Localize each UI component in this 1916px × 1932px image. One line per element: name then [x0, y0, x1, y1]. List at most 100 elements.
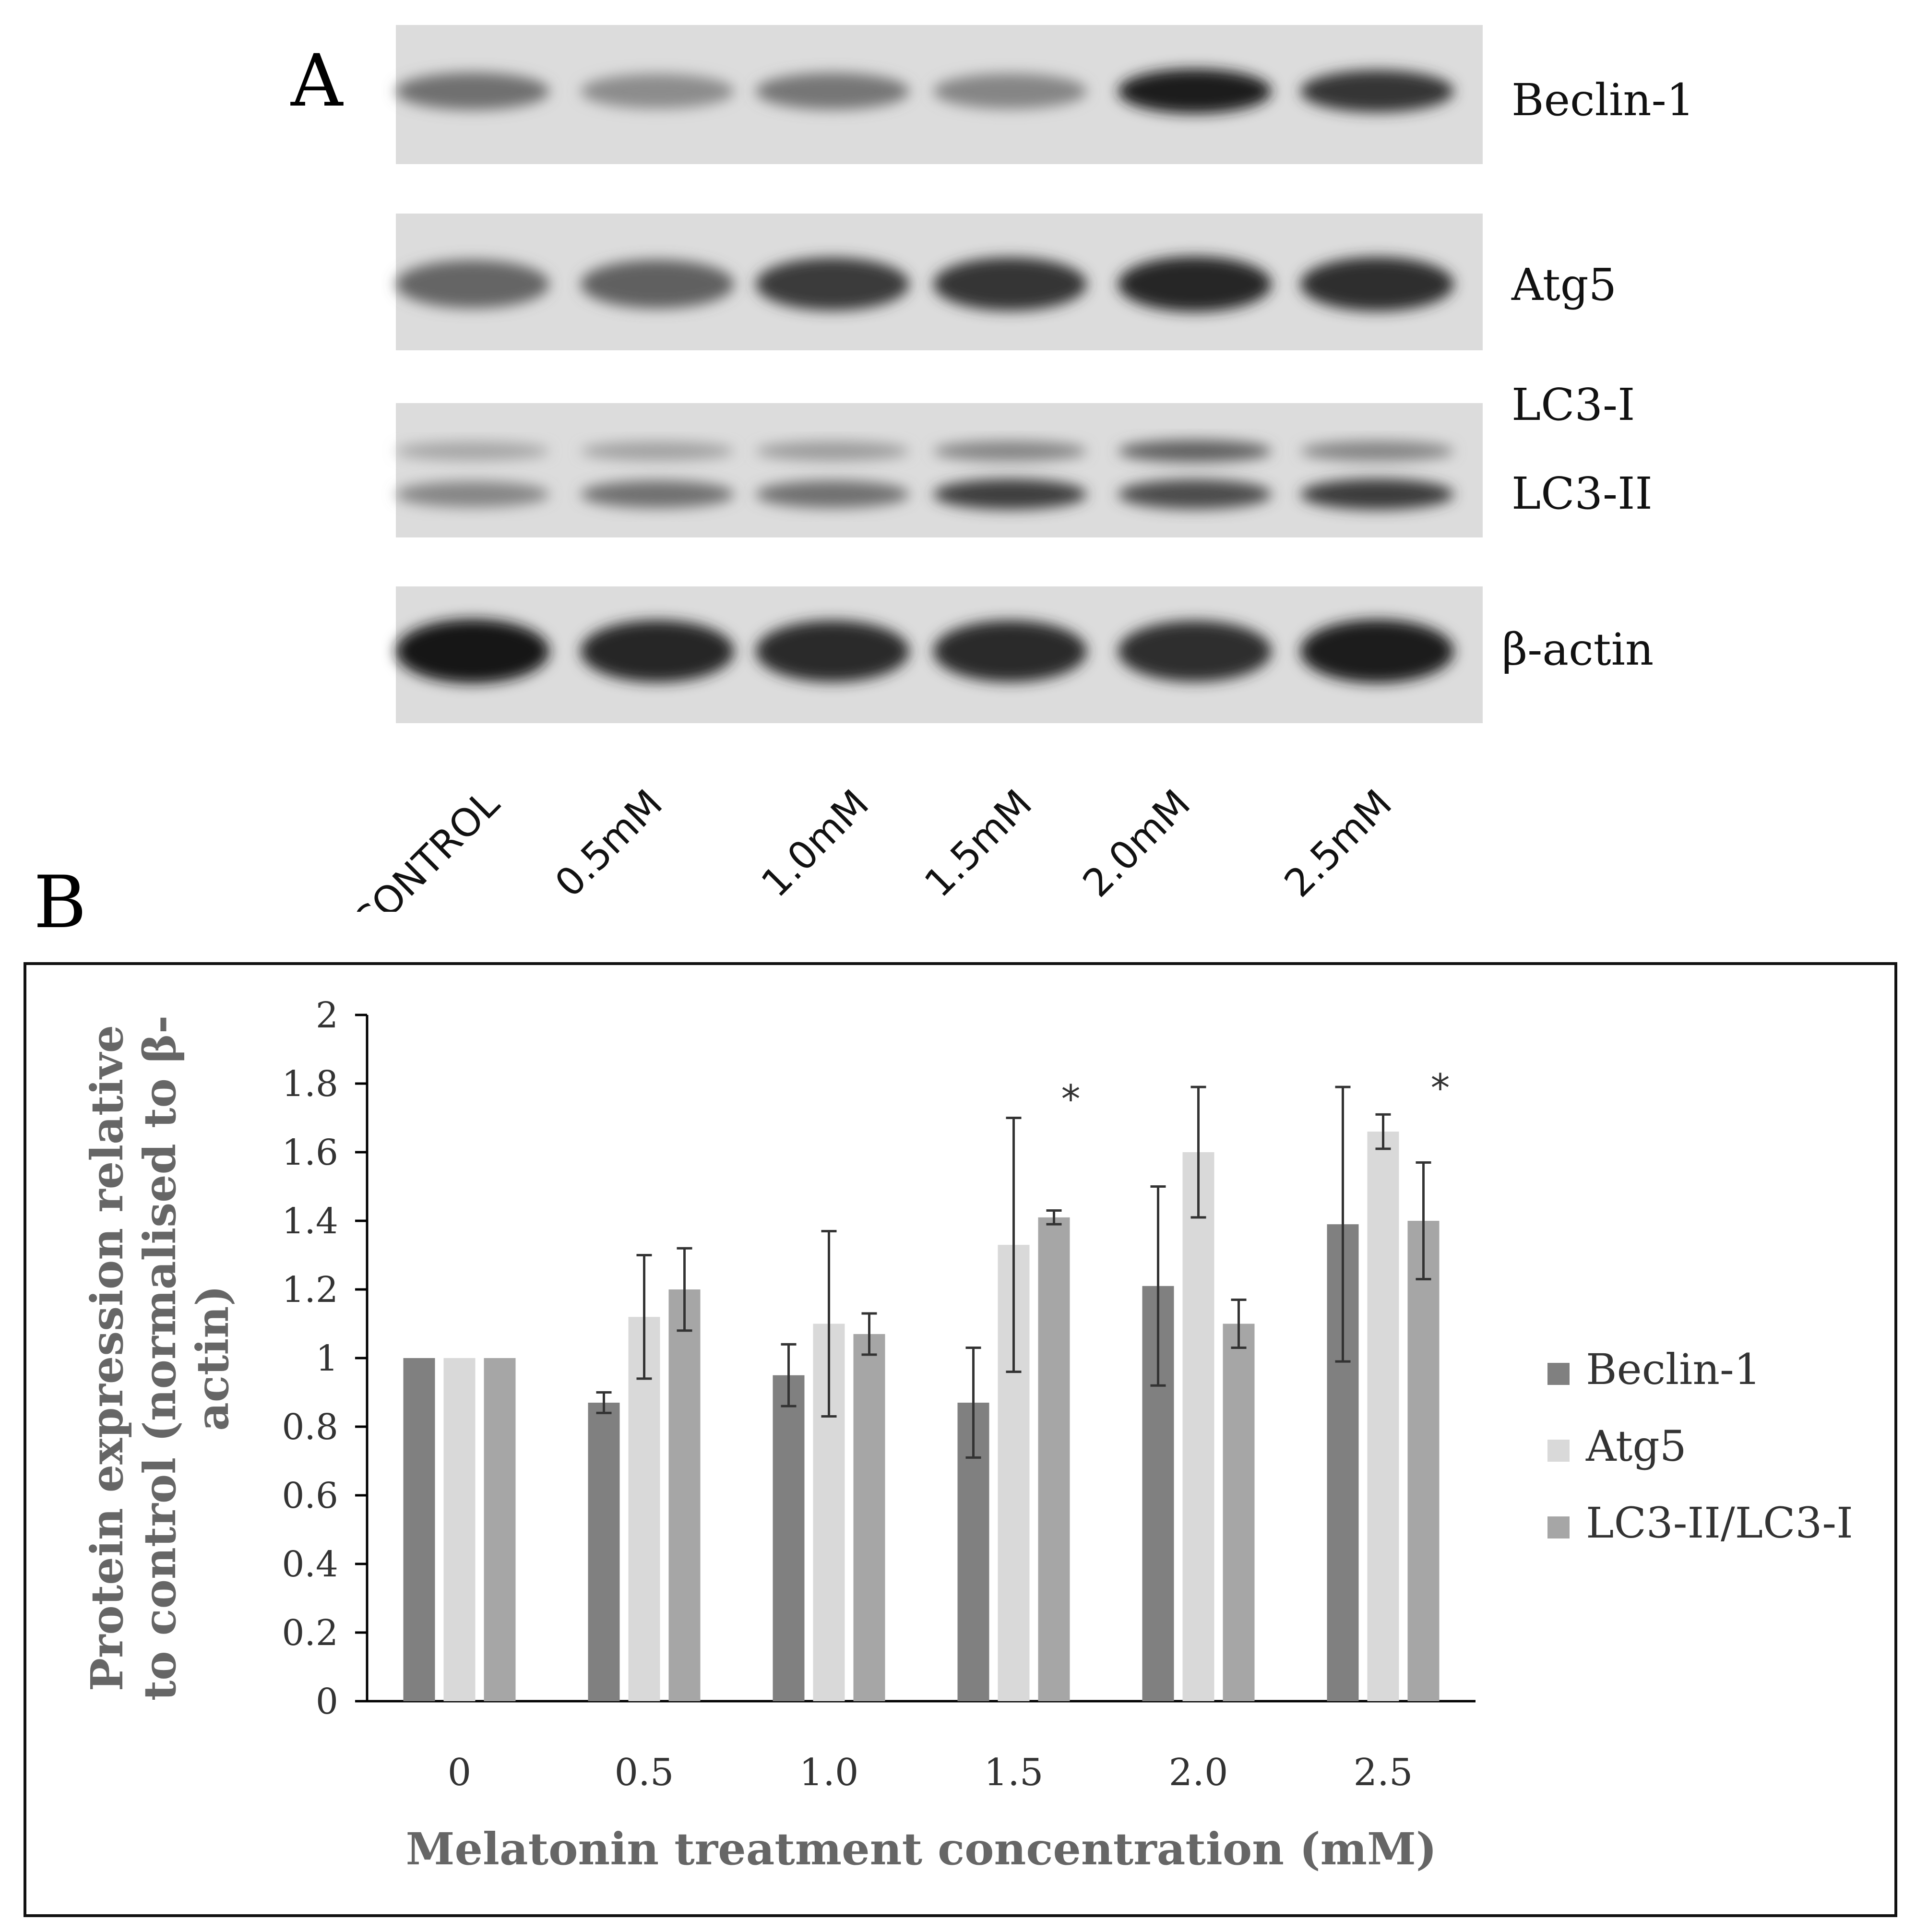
error-bar: [821, 1229, 837, 1418]
bar: [1038, 1217, 1070, 1701]
annotations: * *: [1061, 1066, 1450, 1121]
blot-row-labels: Beclin-1 Atg5 LC3-I LC3-II β-actin: [1502, 74, 1694, 675]
bar: [403, 1358, 435, 1701]
bar: [1407, 1221, 1440, 1701]
legend-label: Beclin-1: [1586, 1345, 1761, 1394]
y-tick-label: 1.8: [282, 1063, 338, 1105]
blot-row-label: LC3-I: [1511, 379, 1635, 430]
blot-band: [933, 73, 1087, 109]
panel-b-label: B: [34, 861, 87, 944]
bar: [1182, 1152, 1214, 1701]
bars: [403, 1132, 1440, 1701]
blot-band: [396, 441, 549, 461]
y-tick-label: 0.4: [282, 1544, 338, 1585]
significance-marker: *: [1061, 1077, 1081, 1121]
blot-band: [1300, 478, 1454, 510]
bar: [1367, 1132, 1399, 1701]
error-bar: [1231, 1298, 1247, 1349]
y-axis-title: actin): [187, 1285, 238, 1431]
y-tick-label: 0.2: [282, 1612, 338, 1654]
legend-swatch: [1547, 1516, 1570, 1538]
blot-band: [933, 257, 1087, 311]
blot-band: [396, 619, 549, 683]
blot-band: [756, 257, 909, 311]
blot-band: [581, 73, 734, 109]
error-bars: [596, 1085, 1431, 1459]
y-axis-title: to control (normalised to β-: [134, 1015, 186, 1701]
error-bar: [596, 1391, 612, 1414]
blot-strip: [396, 403, 1483, 537]
panel-a-label: A: [291, 39, 343, 123]
legend-label: Atg5: [1585, 1421, 1687, 1471]
blot-row-label: LC3-II: [1511, 468, 1653, 519]
blot-band: [1118, 440, 1272, 463]
blot-band: [1300, 441, 1454, 462]
x-tick-label: 2.5: [1353, 1751, 1413, 1794]
bar: [853, 1334, 885, 1701]
y-axis: 0 0.2 0.4 0.6 0.8 1 1.2 1.4 1.6 1.8 2: [282, 995, 369, 1722]
error-bar: [1006, 1117, 1022, 1373]
blot-band: [933, 479, 1087, 510]
error-bar: [1190, 1085, 1206, 1219]
blot-band: [581, 260, 734, 309]
bar: [443, 1358, 476, 1701]
error-bar: [1046, 1209, 1062, 1226]
x-tick-label: 1.0: [799, 1751, 858, 1794]
blot-band: [396, 260, 549, 309]
blot-band: [1118, 69, 1272, 114]
y-tick-label: 0: [316, 1681, 338, 1722]
blot-band: [581, 620, 734, 682]
blot-band: [1300, 257, 1454, 311]
blot-row-label: Atg5: [1511, 259, 1617, 310]
x-axis-title: Melatonin treatment concentration (mM): [406, 1823, 1437, 1875]
y-tick-label: 0.6: [282, 1475, 338, 1516]
significance-marker: *: [1431, 1066, 1450, 1110]
bar: [773, 1375, 805, 1701]
blot-band: [756, 72, 909, 110]
blot-band: [1300, 70, 1454, 113]
bar: [668, 1289, 701, 1701]
y-tick-label: 1.4: [282, 1201, 338, 1242]
blot-band: [1118, 620, 1272, 682]
blot-band: [1118, 256, 1272, 312]
legend-swatch: [1547, 1363, 1570, 1385]
error-bar: [781, 1343, 797, 1407]
blot-band: [756, 620, 909, 682]
y-tick-label: 0.8: [282, 1407, 338, 1448]
error-bar: [1375, 1113, 1391, 1150]
blot-band: [1300, 619, 1454, 683]
y-axis-title: Protein expression relative: [81, 1025, 133, 1691]
blot-band: [396, 481, 549, 508]
legend-label: LC3-II/LC3-I: [1586, 1498, 1853, 1548]
blot-band: [933, 441, 1087, 462]
blot-band: [581, 480, 734, 508]
x-tick-label: 0: [448, 1751, 472, 1794]
bar: [1223, 1324, 1255, 1701]
blot-row-label: β-actin: [1502, 624, 1654, 675]
blot-band: [396, 72, 549, 110]
y-tick-label: 1: [316, 1338, 338, 1379]
x-tick-label: 1.5: [984, 1751, 1043, 1794]
error-bar: [1416, 1161, 1431, 1281]
error-bar: [677, 1247, 692, 1332]
axis-titles: Melatonin treatment concentration (mM) Pr…: [81, 1015, 1437, 1875]
bar: [588, 1402, 620, 1701]
chart-frame: [24, 962, 1897, 1917]
error-bar: [636, 1254, 652, 1380]
error-bar: [1150, 1185, 1166, 1387]
x-axis: 0 0.5 1.0 1.5 2.0 2.5: [367, 1700, 1476, 1794]
error-bar: [965, 1347, 981, 1459]
blot-strips: [396, 25, 1483, 723]
blot-band: [933, 620, 1087, 682]
x-tick-label: 2.0: [1168, 1751, 1228, 1794]
blot-band: [756, 441, 909, 461]
bar: [484, 1358, 516, 1701]
blot-band: [756, 480, 909, 508]
bar: [628, 1317, 660, 1701]
y-tick-label: 1.2: [282, 1269, 338, 1311]
blot-row-label: Beclin-1: [1511, 74, 1694, 126]
y-tick-label: 2: [316, 995, 338, 1036]
